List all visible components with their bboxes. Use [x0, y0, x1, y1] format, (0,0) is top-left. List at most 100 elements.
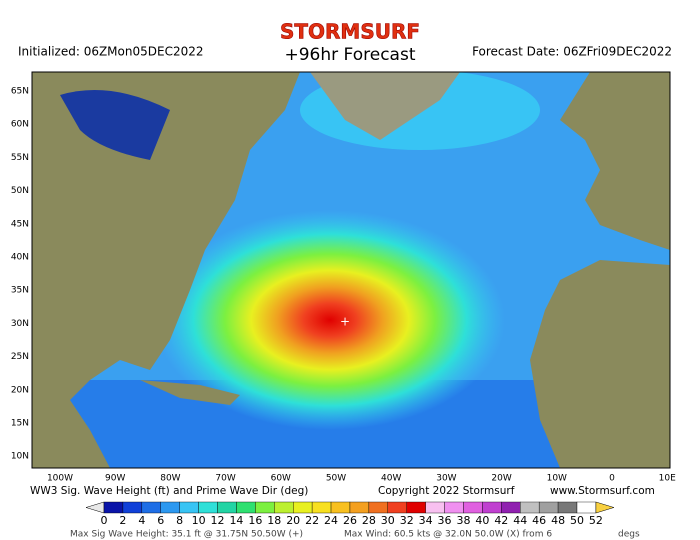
colorbar-label: 42 — [494, 514, 508, 527]
lon-label: 40W — [381, 474, 401, 484]
colorbar-cell — [141, 501, 161, 514]
colorbar-label: 50 — [570, 514, 584, 527]
colorbar-cell — [482, 501, 502, 514]
colorbar-cell — [444, 501, 464, 514]
storm-marker: + — [340, 315, 350, 329]
colorbar-label: 12 — [211, 514, 225, 527]
colorbar-label: 46 — [532, 514, 546, 527]
colorbar-cell — [236, 501, 256, 514]
lon-label: 60W — [271, 474, 291, 484]
colorbar-label: 28 — [362, 514, 376, 527]
lon-labels: 100W 90W 80W 70W 60W 50W 40W 30W 20W 10W 0 10E — [47, 474, 676, 484]
colorbar-cell — [198, 501, 218, 514]
colorbar-label: 0 — [101, 514, 108, 527]
colorbar-label: 40 — [475, 514, 489, 527]
colorbar-label: 2 — [119, 514, 126, 527]
hudson-bay — [60, 90, 170, 160]
colorbar-label: 20 — [286, 514, 300, 527]
north-america — [32, 72, 300, 468]
colorbar-cell — [179, 501, 199, 514]
colorbar-cell — [122, 501, 143, 514]
lat-label: 20N — [11, 385, 29, 395]
colorbar-label: 36 — [438, 514, 452, 527]
colorbar-cell — [160, 501, 180, 514]
colorbar-cell — [330, 501, 351, 514]
brand-logo: STORMSURF — [280, 20, 420, 44]
colorbar-label: 10 — [192, 514, 206, 527]
colorbar-cell — [311, 501, 332, 514]
colorbar-cell — [463, 501, 483, 514]
lat-label: 30N — [11, 319, 29, 329]
lon-label: 10W — [547, 474, 567, 484]
colorbar: 0 2 4 6 8 10 12 14 16 18 20 22 24 26 28 30 32 34 36 38 40 42 4… — [85, 501, 615, 527]
lat-label: 50N — [11, 186, 29, 196]
copyright: Copyright 2022 Stormsurf — [378, 485, 515, 497]
lat-label: 35N — [11, 286, 29, 296]
site-url: www.Stormsurf.com — [550, 485, 655, 497]
caption: WW3 Sig. Wave Height (ft) and Prime Wave… — [30, 485, 308, 497]
colorbar-cell — [557, 501, 578, 514]
colorbar-label: 24 — [324, 514, 338, 527]
storm — [155, 210, 505, 430]
lon-label: 10E — [659, 474, 676, 484]
lat-label: 45N — [11, 219, 29, 229]
unit: degs — [618, 530, 640, 540]
colorbar-label: 32 — [400, 514, 414, 527]
forecast-date: Forecast Date: 06ZFri09DEC2022 — [472, 45, 672, 59]
colorbar-cell — [293, 501, 313, 514]
lat-label: 25N — [11, 352, 29, 362]
max-wind: Max Wind: 60.5 kts @ 32.0N 50.0W (X) fro… — [344, 530, 552, 540]
greenland — [310, 72, 460, 140]
colorbar-label: 6 — [157, 514, 164, 527]
colorbar-cell — [349, 501, 370, 514]
africa — [530, 260, 670, 468]
lat-label: 60N — [11, 120, 29, 130]
caribbean-islands — [140, 380, 240, 405]
lat-label: 40N — [11, 253, 29, 263]
lon-label: 100W — [47, 474, 73, 484]
colorbar-label: 48 — [551, 514, 565, 527]
europe — [560, 72, 670, 250]
colorbar-cell — [501, 501, 521, 514]
initialized: Initialized: 06ZMon05DEC2022 — [18, 45, 204, 59]
colorbar-label: 8 — [176, 514, 183, 527]
lat-label: 65N — [11, 87, 29, 97]
lon-label: 50W — [326, 474, 346, 484]
map: + — [32, 72, 670, 468]
colorbar-label: 30 — [381, 514, 395, 527]
colorbar-cell — [576, 501, 597, 514]
lon-label: 30W — [436, 474, 456, 484]
colorbar-cell — [425, 501, 445, 514]
map-frame — [31, 71, 671, 469]
colorbar-cell — [538, 501, 559, 514]
colorbar-label: 26 — [343, 514, 357, 527]
max-height: Max Sig Wave Height: 35.1 ft @ 31.75N 50… — [70, 530, 303, 540]
colorbar-label: 18 — [267, 514, 281, 527]
colorbar-label: 16 — [248, 514, 262, 527]
colorbar-cell — [274, 501, 294, 514]
lon-label: 90W — [105, 474, 125, 484]
colorbar-cell — [520, 501, 540, 514]
lon-label: 70W — [215, 474, 235, 484]
colorbar-label: 22 — [305, 514, 319, 527]
colorbar-arrow-left — [85, 501, 105, 514]
colorbar-label: 52 — [589, 514, 603, 527]
forecast-title: +96hr Forecast — [285, 45, 416, 65]
lat-label: 15N — [11, 419, 29, 429]
colorbar-arrow-right — [595, 501, 615, 514]
lon-label: 0 — [609, 474, 615, 484]
colorbar-label: 44 — [513, 514, 527, 527]
lon-label: 80W — [160, 474, 180, 484]
lat-label: 10N — [11, 452, 29, 462]
colorbar-cell — [387, 501, 407, 514]
lon-label: 20W — [491, 474, 511, 484]
lat-label: 55N — [11, 153, 29, 163]
colorbar-label: 14 — [229, 514, 243, 527]
colorbar-label: 4 — [138, 514, 145, 527]
colorbar-cell — [368, 501, 389, 514]
colorbar-cell — [406, 501, 426, 514]
colorbar-cell — [255, 501, 275, 514]
colorbar-label: 34 — [419, 514, 433, 527]
colorbar-cell — [217, 501, 237, 514]
